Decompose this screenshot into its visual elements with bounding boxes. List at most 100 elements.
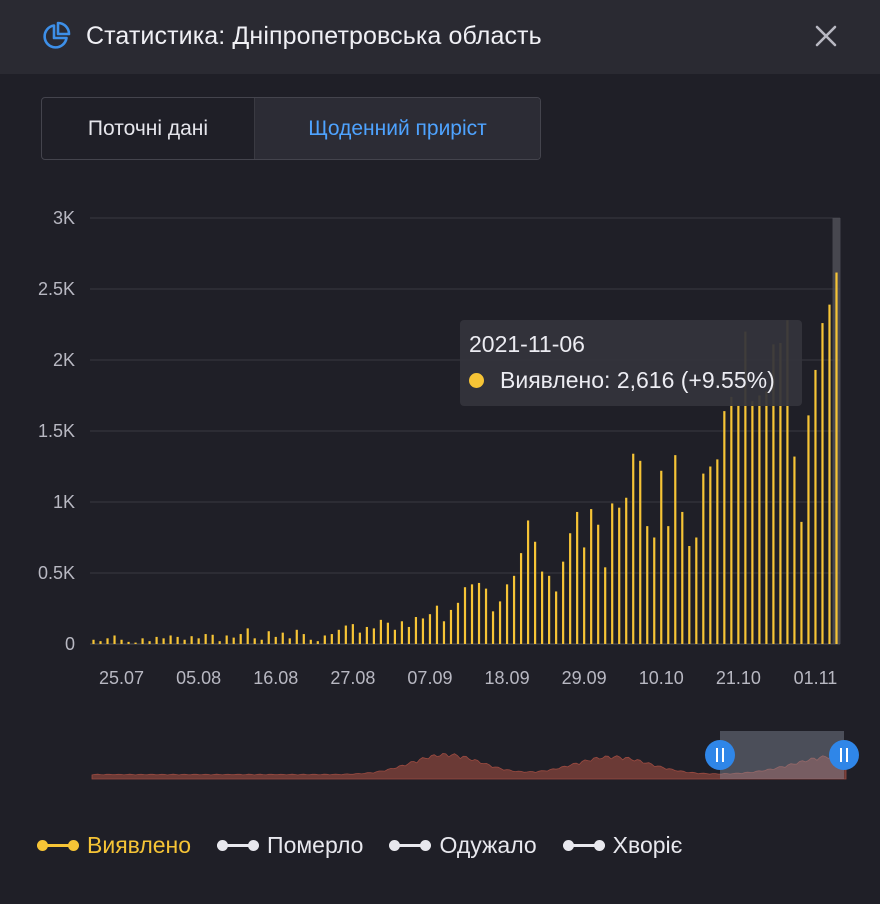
bar[interactable] <box>709 466 712 645</box>
tab-current-data[interactable]: Поточні дані <box>42 98 255 159</box>
bar[interactable] <box>828 304 831 644</box>
bar[interactable] <box>106 638 109 644</box>
bar[interactable] <box>141 638 144 644</box>
bar[interactable] <box>590 509 593 644</box>
bar[interactable] <box>428 614 432 644</box>
bar[interactable] <box>604 567 607 644</box>
bar[interactable] <box>821 323 824 644</box>
bar[interactable] <box>737 405 740 644</box>
bar[interactable] <box>555 591 558 644</box>
bar[interactable] <box>688 546 691 644</box>
bar[interactable] <box>442 621 446 644</box>
bar[interactable] <box>786 320 789 644</box>
bar[interactable] <box>407 626 411 644</box>
bar[interactable] <box>491 611 495 644</box>
bar[interactable] <box>533 541 537 644</box>
bar[interactable] <box>695 537 698 645</box>
bar[interactable] <box>155 636 158 644</box>
bar[interactable] <box>526 520 530 644</box>
bar[interactable] <box>309 639 312 644</box>
legend-item-died[interactable]: Померло <box>217 832 363 859</box>
bar[interactable] <box>562 561 565 644</box>
bar[interactable] <box>134 642 137 644</box>
bar[interactable] <box>548 575 551 644</box>
navigator-selection[interactable] <box>720 731 844 779</box>
bar[interactable] <box>569 533 572 644</box>
bar[interactable] <box>113 635 116 644</box>
bar[interactable] <box>162 638 165 644</box>
bar[interactable] <box>765 391 768 644</box>
bar[interactable] <box>316 641 319 644</box>
bar[interactable] <box>351 624 354 644</box>
bar[interactable] <box>169 635 172 644</box>
bar[interactable] <box>456 602 460 644</box>
bar[interactable] <box>358 632 361 644</box>
bar[interactable] <box>393 629 397 644</box>
bar[interactable] <box>730 396 733 644</box>
bar[interactable] <box>183 639 186 644</box>
bar[interactable] <box>295 629 298 644</box>
bar[interactable] <box>239 634 242 644</box>
bar[interactable] <box>667 526 670 644</box>
bar[interactable] <box>99 641 102 644</box>
bar[interactable] <box>421 618 425 644</box>
bar[interactable] <box>702 473 705 644</box>
navigator-handle-left[interactable] <box>705 740 735 770</box>
bar[interactable] <box>498 601 502 644</box>
bar[interactable] <box>660 470 663 644</box>
bar[interactable] <box>597 524 600 644</box>
bar[interactable] <box>723 411 726 644</box>
bar[interactable] <box>449 609 453 644</box>
bar[interactable] <box>681 511 684 644</box>
bar[interactable] <box>463 587 467 644</box>
bar[interactable] <box>751 401 754 644</box>
bar[interactable] <box>176 636 179 644</box>
bar[interactable] <box>197 638 200 644</box>
bar[interactable] <box>835 272 838 644</box>
bar[interactable] <box>653 537 656 645</box>
bar[interactable] <box>758 395 761 645</box>
bar[interactable] <box>744 331 747 644</box>
bar[interactable] <box>807 415 810 644</box>
bar[interactable] <box>814 369 817 644</box>
tab-daily-growth[interactable]: Щоденний приріст <box>255 98 540 159</box>
bar[interactable] <box>148 641 151 644</box>
bar[interactable] <box>372 628 375 644</box>
bar[interactable] <box>260 639 263 644</box>
bar[interactable] <box>519 553 523 644</box>
bar[interactable] <box>190 636 193 644</box>
bar[interactable] <box>716 459 719 644</box>
bar[interactable] <box>274 636 277 644</box>
bar[interactable] <box>267 631 270 644</box>
legend-item-recovered[interactable]: Одужало <box>389 832 537 859</box>
bar[interactable] <box>232 637 235 644</box>
bar[interactable] <box>400 621 404 644</box>
legend-item-detected[interactable]: Виявлено <box>37 832 191 859</box>
bar[interactable] <box>477 582 481 644</box>
bar[interactable] <box>246 628 249 644</box>
bar[interactable] <box>302 634 305 644</box>
bar[interactable] <box>323 635 326 644</box>
bar[interactable] <box>632 453 635 644</box>
bar[interactable] <box>793 456 796 644</box>
bar[interactable] <box>541 571 544 644</box>
bar[interactable] <box>772 344 775 644</box>
legend-item-sick[interactable]: Хворіє <box>562 832 682 859</box>
bar[interactable] <box>435 605 439 644</box>
bar[interactable] <box>618 507 621 644</box>
bar[interactable] <box>646 526 649 644</box>
bar[interactable] <box>127 641 130 644</box>
bar[interactable] <box>674 455 677 644</box>
bar[interactable] <box>120 639 123 644</box>
bar[interactable] <box>211 634 214 644</box>
bar[interactable] <box>625 497 628 644</box>
bar[interactable] <box>583 547 586 644</box>
navigator-handle-right[interactable] <box>829 740 859 770</box>
bar[interactable] <box>576 511 579 644</box>
bar[interactable] <box>779 342 782 644</box>
bar[interactable] <box>386 622 389 644</box>
bar[interactable] <box>253 638 256 644</box>
bar[interactable] <box>414 617 418 644</box>
bar[interactable] <box>225 635 228 644</box>
bar[interactable] <box>365 626 368 644</box>
